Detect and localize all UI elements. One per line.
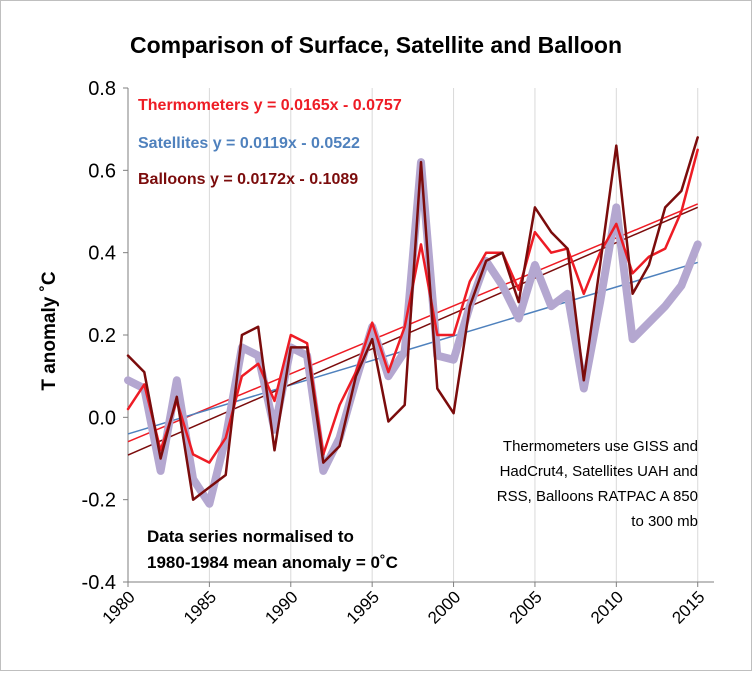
y-tick-label: 0.4 [88,243,116,265]
x-tick-label: 2010 [587,587,627,627]
sources-note-line-2: HadCrut4, Satellites UAH and [500,463,698,480]
x-tick-label: 1990 [261,587,301,627]
y-axis-ticks: -0.4 -0.2 0.0 0.2 0.4 0.6 0.8 [82,78,128,594]
x-tick-label: 2015 [668,587,708,627]
series-line-thermometers [126,148,699,464]
chart-title: Comparison of Surface, Satellite and Bal… [130,32,622,58]
equation-balloons: Balloons y = 0.0172x - 0.1089 [138,171,358,188]
x-tick-label: 1985 [180,587,220,627]
y-tick-label: 0.6 [88,160,116,182]
y-tick-label: 0.8 [88,78,116,100]
equation-thermometers: Thermometers y = 0.0165x - 0.0757 [138,97,402,114]
sources-note-line-4: to 300 mb [631,513,698,530]
data-series [124,136,702,508]
x-axis-ticks: 1980 1985 1990 1995 2000 2005 2010 2015 [99,582,709,628]
normalised-note-line-2: 1980-1984 mean anomaly = 0˚C [147,553,398,572]
y-tick-label: 0.0 [88,407,116,429]
sources-note-line-3: RSS, Balloons RATPAC A 850 [497,488,698,505]
x-tick-label: 2000 [424,587,464,627]
y-tick-label: 0.2 [88,325,116,347]
equation-satellites: Satellites y = 0.0119x - 0.0522 [138,135,360,152]
series-line-satellites [124,158,702,508]
sources-note-line-1: Thermometers use GISS and [503,438,698,455]
series-line-balloons [126,136,699,501]
y-axis-label: T anomaly ˚C [39,271,60,391]
normalised-note-line-1: Data series normalised to [147,527,354,546]
x-tick-label: 1995 [343,587,383,627]
y-tick-label: -0.4 [82,572,116,594]
x-tick-label: 2005 [506,587,546,627]
y-tick-label: -0.2 [82,490,116,512]
